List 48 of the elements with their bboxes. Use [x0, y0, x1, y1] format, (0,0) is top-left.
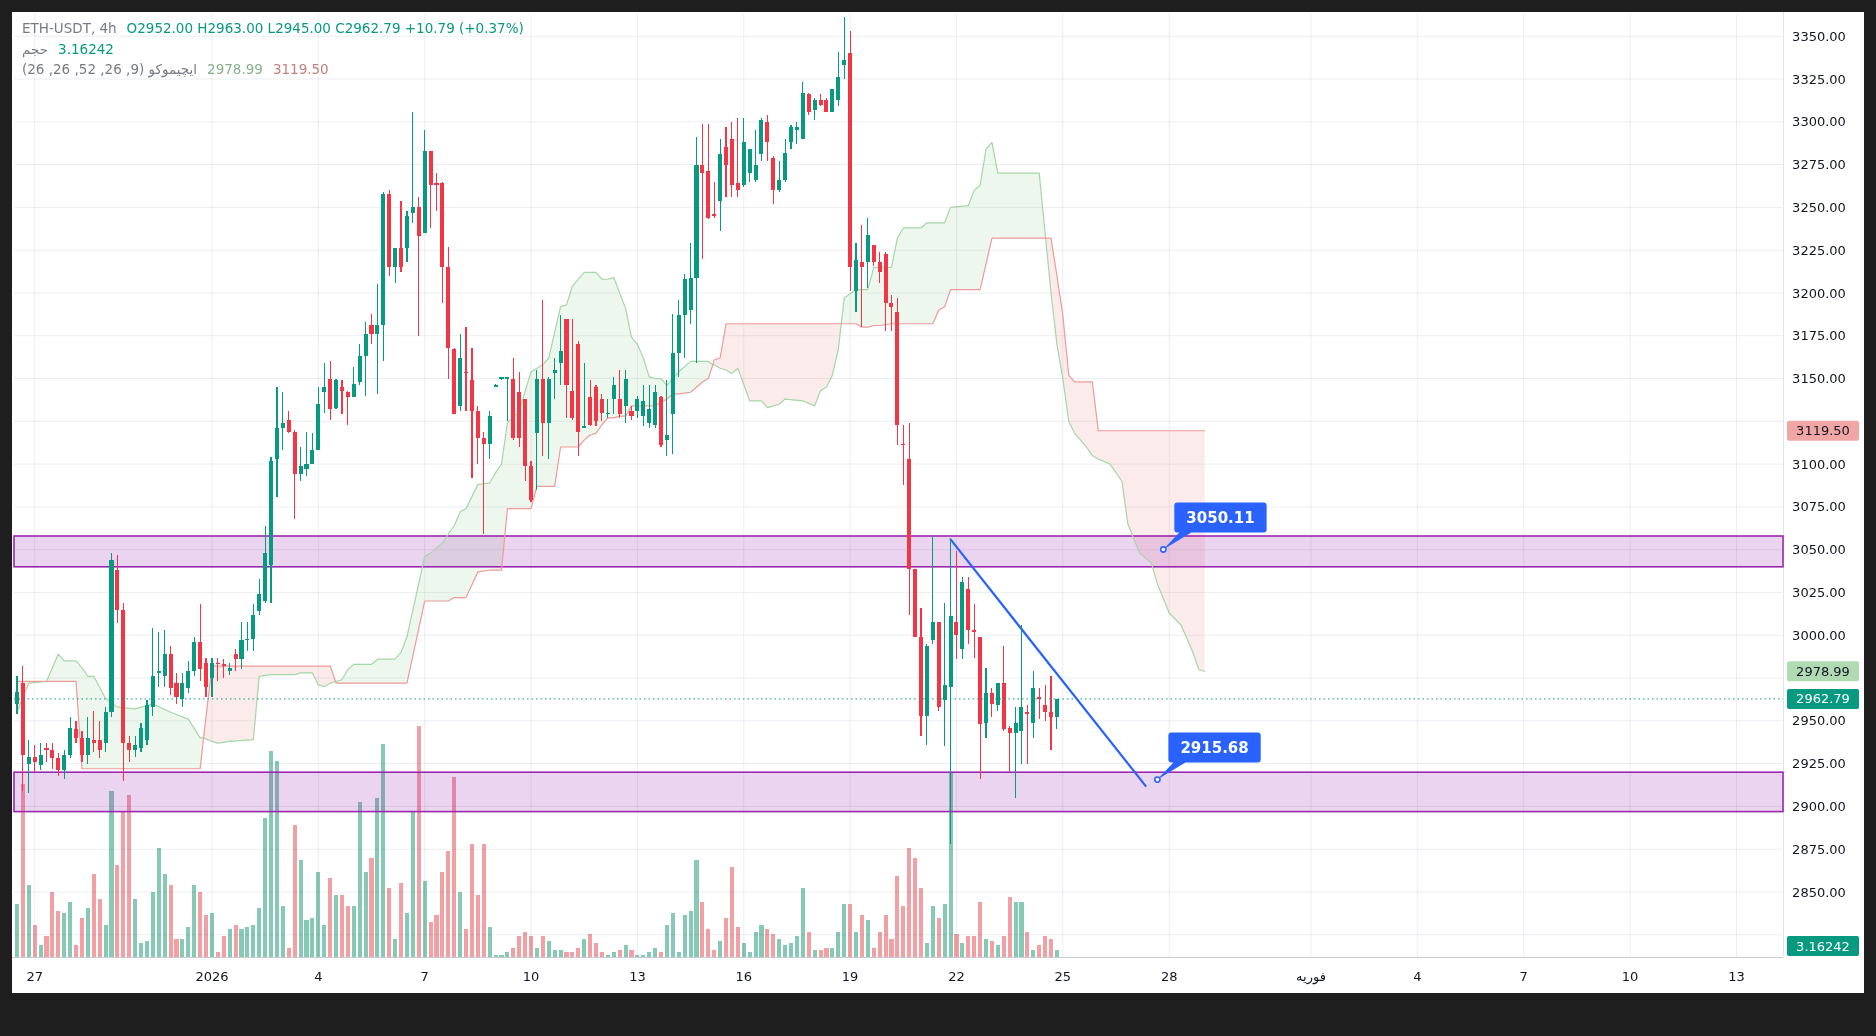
y-tick-label: 3200.00	[1792, 285, 1846, 301]
x-tick-label: 2026	[195, 969, 229, 984]
x-tick-label: 7	[1519, 969, 1528, 984]
y-tick-label: 3250.00	[1792, 199, 1846, 215]
y-tick-label: 3100.00	[1792, 456, 1846, 472]
y2-tick-label: 2978.99	[1796, 663, 1850, 679]
annotation: 3119.50	[272, 61, 329, 77]
annotation: 2915.68	[1180, 739, 1249, 758]
y-tick-label: 3075.00	[1792, 499, 1846, 515]
text: O2952.00 H2963.00 L2945.00 C2962.79 +10.79 (+0.37%)	[126, 20, 524, 36]
x-tick-label: 4	[1413, 969, 1422, 984]
y-tick-label: 2900.00	[1792, 798, 1846, 814]
y2-tick-label: 3119.50	[1796, 423, 1850, 439]
x-tick-label: 28	[1160, 969, 1178, 984]
annotation: 3.16242	[58, 40, 114, 57]
y-tick-label: 3325.00	[1792, 71, 1846, 87]
x-tick-label: 16	[735, 969, 753, 984]
y-tick-label: 3150.00	[1792, 371, 1846, 386]
y-tick-label: 2850.00	[1792, 884, 1846, 900]
x-tick-label: 4	[314, 969, 323, 984]
annotation: 3050.11	[1186, 509, 1255, 527]
y-tick-label: 2950.00	[1792, 713, 1846, 729]
x-tick-label: 13	[629, 969, 646, 984]
y-tick-label: 3050.00	[1792, 542, 1846, 558]
y-tick-label: 3300.00	[1792, 114, 1846, 130]
x-tick-label: 13	[1728, 969, 1745, 984]
x-tick-label: 7	[420, 969, 429, 984]
y-tick-label: 2925.00	[1792, 756, 1846, 772]
y-tick-label: 3225.00	[1792, 242, 1846, 258]
annotation: ایچیموکو (9, 26, 52, 26, 26)	[21, 61, 198, 78]
y-tick-label: 3350.00	[1792, 28, 1846, 44]
text: ETH-USDT, 4h	[21, 20, 117, 36]
y-tick-label: 3000.00	[1792, 627, 1846, 643]
y-tick-label: 3175.00	[1792, 328, 1846, 344]
x-tick-label: 27	[26, 969, 43, 984]
x-tick-label: 10	[1621, 969, 1639, 984]
y-tick-label: 3275.00	[1792, 157, 1846, 173]
text: 3.16242	[1796, 938, 1850, 954]
y-tick-label: 3025.00	[1792, 585, 1846, 600]
annotation: حجم	[21, 40, 49, 58]
x-tick-label: فوریه	[1296, 969, 1326, 985]
x-tick-label: 22	[948, 969, 965, 984]
x-tick-label: 25	[1054, 969, 1072, 984]
x-tick-label: 10	[522, 969, 540, 984]
y-tick-label: 2875.00	[1792, 841, 1846, 857]
x-tick-label: 19	[841, 969, 859, 984]
annotation: 2978.99	[207, 61, 263, 77]
ref-line-label: 2962.79	[1796, 691, 1850, 707]
